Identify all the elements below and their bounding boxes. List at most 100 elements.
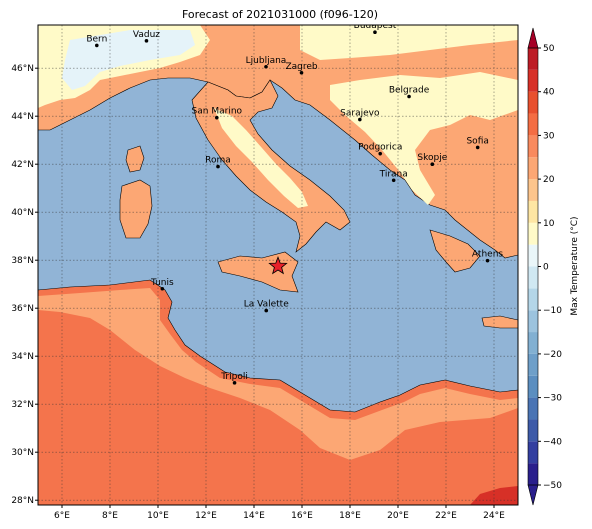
colorbar-segment [528, 310, 538, 333]
city: Vaduz [133, 30, 160, 43]
colorbar-segment [528, 375, 538, 398]
colorbar-tick-label: −50 [543, 481, 562, 491]
colorbar-segment [528, 157, 538, 180]
city-dot [373, 30, 377, 34]
city-dot [216, 164, 220, 169]
city-dot [407, 94, 411, 99]
city-label: Athens [472, 250, 503, 260]
colorbar-tick-label: 40 [543, 88, 555, 98]
colorbar-tick-label: 50 [543, 44, 555, 54]
city-label: Ljubljana [246, 56, 287, 66]
city-label: Sarajevo [340, 109, 380, 119]
y-tick-label: 32°N [11, 400, 34, 410]
colorbar-segment [528, 332, 538, 354]
city-label: Skopje [417, 153, 447, 163]
colorbar-segment [528, 353, 538, 376]
x-tick-label: 16°E [291, 511, 313, 521]
city-dot [485, 258, 490, 263]
colorbar-segment [528, 48, 538, 70]
city-dot [264, 64, 268, 69]
city-dot [475, 145, 480, 150]
city: Athens [472, 250, 503, 263]
land-greece [429, 229, 481, 273]
colorbar-segment [528, 441, 538, 464]
city-dot [358, 117, 362, 122]
colorbar-tick-label: −10 [543, 306, 562, 316]
city-label: Belgrade [389, 86, 430, 96]
colorbar-segment [528, 135, 538, 158]
x-tick-label: 12°E [195, 511, 217, 521]
x-tick-label: 10°E [147, 511, 169, 521]
land-balkans-cool [330, 72, 518, 205]
y-tick-label: 44°N [11, 112, 34, 122]
y-tick-label: 46°N [11, 64, 34, 74]
y-tick-label: 38°N [11, 256, 34, 266]
colorbar-segment [528, 200, 538, 223]
city: Tripoli [220, 372, 248, 385]
land-north-cool [300, 25, 518, 60]
y-tick-label: 30°N [11, 448, 34, 458]
y-tick-label: 34°N [11, 352, 34, 362]
city-label: Vaduz [133, 30, 160, 40]
city-dot [215, 115, 219, 120]
colorbar-tick-label: 30 [543, 131, 555, 141]
colorbar-segment [528, 419, 538, 442]
city-label: Roma [205, 156, 231, 166]
x-tick-label: 22°E [435, 511, 457, 521]
map-frame [37, 24, 519, 506]
colorbar: −50 −40 −30 −20 −10 0 10 20 30 40 50 [527, 27, 562, 506]
colorbar-tick-label: −30 [543, 394, 562, 404]
city-label: Bern [86, 34, 107, 44]
city-dot [232, 381, 237, 385]
x-tick-label: 24°E [483, 511, 505, 521]
y-tick-label: 28°N [11, 496, 34, 506]
x-tick-label: 20°E [387, 511, 409, 521]
colorbar-tick-label: −40 [543, 437, 562, 447]
city: Bern [86, 34, 107, 48]
colorbar-segment [528, 222, 538, 245]
city-label: Podgorica [358, 143, 402, 153]
city-label: Tirana [379, 169, 408, 179]
colorbar-segment [528, 113, 538, 136]
city-label: La Valette [244, 300, 289, 310]
city-dot [378, 151, 383, 156]
colorbar-segment [528, 397, 538, 420]
land-sardinia [119, 179, 153, 239]
x-axis-ticks: 6°E 8°E 10°E 12°E 14°E 16°E 18°E 20°E 22°E 24°E [54, 505, 505, 521]
x-tick-label: 6°E [54, 511, 70, 521]
city: Zagreb [285, 62, 318, 75]
y-axis-ticks: 28°N 30°N 32°N 34°N 36°N 38°N 40°N 42°N 44°N 46°N [11, 64, 38, 506]
colorbar-label: Max Temperature (°C) [570, 216, 580, 315]
city: Skopje [417, 153, 448, 166]
city: Ljubljana [246, 56, 287, 69]
city-dot [391, 178, 396, 183]
city-label: Tripoli [220, 372, 248, 382]
city: Tunis [150, 278, 174, 291]
city: Sofia [466, 136, 489, 150]
x-tick-label: 14°E [243, 511, 265, 521]
colorbar-segment [528, 463, 538, 485]
forecast-location-star [268, 256, 288, 275]
colorbar-segment [528, 266, 538, 289]
city-label: Sofia [466, 136, 488, 146]
city: Belgrade [389, 86, 430, 99]
land-corsica [125, 145, 145, 173]
colorbar-segment [528, 244, 538, 267]
city-dot [144, 39, 149, 43]
colorbar-extend-max [527, 27, 539, 49]
colorbar-segment [528, 179, 538, 201]
colorbar-tick-label: 20 [543, 175, 555, 185]
colorbar-tick-label: 10 [543, 219, 555, 229]
city-dot [430, 162, 435, 166]
city: La Valette [244, 300, 289, 313]
colorbar-tick-label: −20 [543, 350, 562, 360]
city: Budapest [354, 25, 397, 34]
y-tick-label: 36°N [11, 304, 34, 314]
x-tick-label: 18°E [339, 511, 361, 521]
city-dot [264, 308, 269, 313]
land-italy-apennines [214, 108, 308, 208]
city-label: Zagreb [285, 62, 317, 72]
city-dot [95, 43, 99, 48]
